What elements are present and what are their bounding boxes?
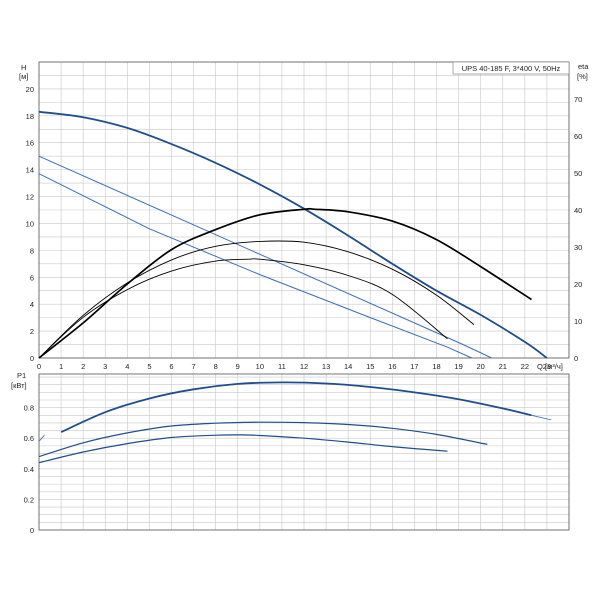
x-tick-label: 9 — [236, 362, 240, 371]
efficiency-curve — [38, 240, 475, 359]
power-y-tick-label: 0.2 — [24, 495, 34, 504]
x-tick-label: 14 — [344, 362, 352, 371]
x-tick-label: 5 — [147, 362, 151, 371]
x-tick-label: 4 — [125, 362, 129, 371]
system-curve — [38, 155, 492, 359]
x-tick-label: 18 — [432, 362, 440, 371]
head-chart-curves — [38, 110, 548, 359]
power-y-tick-label: 0.6 — [24, 434, 34, 443]
power-curve — [38, 434, 448, 464]
x-tick-label: 0 — [37, 362, 41, 371]
x-axis-unit: [м³/ч] — [545, 362, 563, 371]
x-tick-label: 10 — [256, 362, 264, 371]
head-y-tick-label: 10 — [26, 219, 34, 228]
chart-title: UPS 40-185 F, 3*400 V, 50Hz — [462, 64, 561, 73]
power-chart-frame — [38, 373, 570, 531]
power-curve — [60, 381, 532, 433]
eta-tick-label: 30 — [574, 243, 582, 252]
eta-tick-label: 70 — [574, 95, 582, 104]
x-tick-label: 3 — [103, 362, 107, 371]
power-chart-curves — [38, 381, 552, 464]
x-tick-label: 23 — [543, 362, 551, 371]
eta-tick-label: 50 — [574, 169, 582, 178]
efficiency-curve — [38, 258, 448, 359]
head-y-tick-label: 8 — [30, 246, 34, 255]
head-y-tick-label: 2 — [30, 327, 34, 336]
x-tick-label: 17 — [410, 362, 418, 371]
x-tick-label: 7 — [191, 362, 195, 371]
x-tick-label: 19 — [454, 362, 462, 371]
power-curve — [38, 434, 45, 442]
x-tick-label: 16 — [388, 362, 396, 371]
pump-curve — [38, 110, 548, 359]
efficiency-curve — [38, 207, 532, 359]
x-tick-label: 15 — [366, 362, 374, 371]
head-y-tick-label: 14 — [26, 166, 34, 175]
x-tick-label: 13 — [322, 362, 330, 371]
head-y-tick-label: 16 — [26, 139, 34, 148]
power-y-tick-label: 0 — [30, 526, 34, 535]
chart-title-box: UPS 40-185 F, 3*400 V, 50Hz — [452, 61, 570, 75]
eta-tick-label: 40 — [574, 206, 582, 215]
x-tick-label: 2 — [81, 362, 85, 371]
head-chart-frame — [38, 61, 570, 359]
power-y-axis-label: P1 — [17, 371, 26, 380]
head-y-axis-label: H — [21, 63, 26, 72]
power-y-tick-label: 0.8 — [24, 404, 34, 413]
power-curve — [38, 421, 488, 458]
eta-tick-label: 20 — [574, 280, 582, 289]
eta-axis-unit: [%] — [577, 72, 588, 81]
eta-tick-label: 60 — [574, 132, 582, 141]
power-chart-grid — [38, 373, 570, 531]
head-y-tick-label: 12 — [26, 193, 34, 202]
x-axis-label: Q — [537, 362, 543, 371]
x-tick-label: 11 — [278, 362, 286, 371]
x-tick-label: 6 — [169, 362, 173, 371]
eta-tick-label: 0 — [574, 354, 578, 363]
power-y-axis-unit: [кВт] — [11, 381, 27, 390]
x-tick-label: 1 — [59, 362, 63, 371]
chart-labels: 0 1 2 3 4 5 6 7 8 9 10 11 12 13 14 15 16 17 18 19 20 21 22 2302… — [24, 85, 583, 535]
head-y-axis-unit: [м] — [19, 72, 28, 81]
head-y-tick-label: 0 — [30, 354, 34, 363]
power-y-tick-label: 0.4 — [24, 465, 34, 474]
eta-tick-label: 10 — [574, 317, 582, 326]
eta-axis-label: eta — [578, 62, 589, 71]
x-tick-label: 21 — [499, 362, 507, 371]
x-tick-label: 22 — [521, 362, 529, 371]
head-y-tick-label: 20 — [26, 85, 34, 94]
x-tick-label: 12 — [300, 362, 308, 371]
x-tick-label: 8 — [214, 362, 218, 371]
head-y-tick-label: 6 — [30, 273, 34, 282]
head-y-tick-label: 18 — [26, 112, 34, 121]
system-curve — [38, 173, 473, 359]
x-tick-label: 20 — [476, 362, 484, 371]
power-curve — [531, 414, 552, 421]
head-y-tick-label: 4 — [30, 300, 34, 309]
